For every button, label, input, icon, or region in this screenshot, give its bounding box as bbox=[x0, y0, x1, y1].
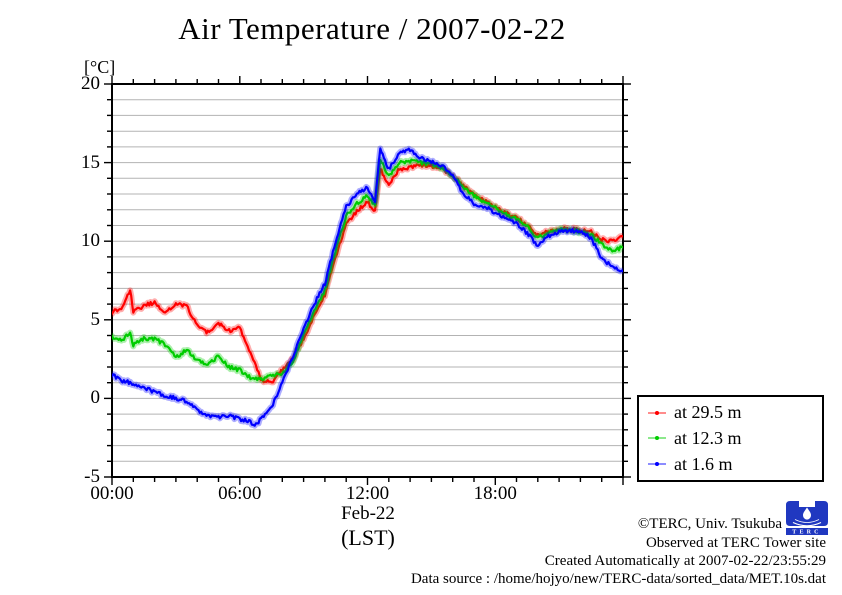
x-tick-label: 12:00 bbox=[345, 483, 390, 504]
observed-site-text: Observed at TERC Tower site bbox=[645, 535, 826, 551]
x-tick-label: 00:00 bbox=[90, 483, 134, 504]
legend-label: at 12.3 m bbox=[674, 427, 742, 448]
x-axis-date-label: Feb-22 bbox=[341, 503, 395, 524]
series-line-at-12.3-m bbox=[112, 158, 623, 382]
legend-box: at 29.5 m at 12.3 m at 1.6 m bbox=[637, 395, 824, 482]
legend-marker-red bbox=[648, 410, 666, 416]
legend-label: at 29.5 m bbox=[674, 402, 742, 423]
y-tick-label: 5 bbox=[90, 308, 101, 330]
created-timestamp-text: Created Automatically at 2007-02-22/23:5… bbox=[544, 553, 826, 569]
y-tick-label: 0 bbox=[90, 387, 101, 409]
y-tick-label: -5 bbox=[84, 466, 100, 487]
legend-item: at 1.6 m bbox=[648, 454, 818, 475]
y-tick-label: 20 bbox=[81, 73, 100, 94]
legend-marker-blue bbox=[648, 461, 666, 467]
series-line-at-1.6-m bbox=[112, 147, 623, 427]
legend-item: at 12.3 m bbox=[648, 428, 818, 449]
chart-title: Air Temperature / 2007-02-22 bbox=[178, 11, 566, 46]
legend-item: at 29.5 m bbox=[648, 402, 818, 423]
copyright-text: ©TERC, Univ. Tsukuba bbox=[637, 516, 782, 532]
terc-logo: TERC bbox=[786, 501, 828, 535]
y-axis-unit-label: [°C] bbox=[84, 57, 116, 77]
terc-logo-text: TERC bbox=[792, 530, 821, 535]
x-tick-label: 06:00 bbox=[218, 483, 262, 504]
x-axis-timezone-label: (LST) bbox=[341, 525, 395, 550]
y-tick-label: 15 bbox=[81, 151, 100, 173]
y-tick-label: 10 bbox=[81, 230, 100, 252]
legend-label: at 1.6 m bbox=[674, 453, 733, 474]
legend-marker-green bbox=[648, 435, 666, 441]
x-tick-label: 18:00 bbox=[473, 483, 517, 504]
series-line-at-29.5-m bbox=[112, 163, 623, 384]
data-source-text: Data source : /home/hojyo/new/TERC-data/… bbox=[410, 571, 826, 587]
